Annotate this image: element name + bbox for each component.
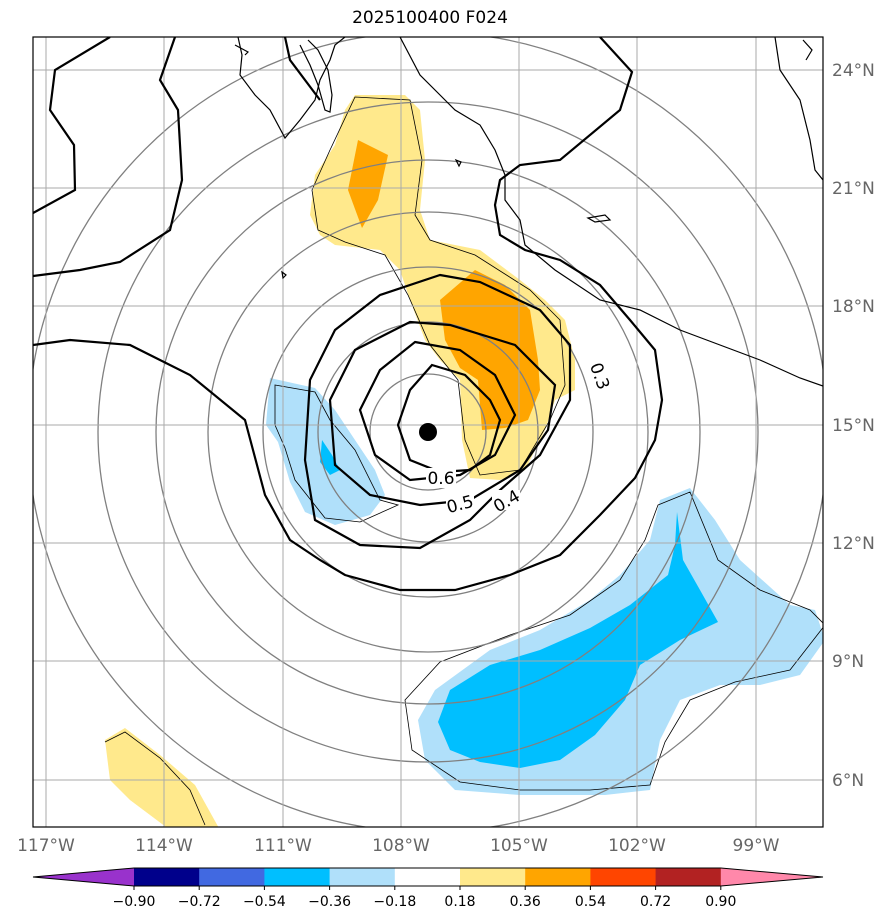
lon-label: 111°W (254, 836, 312, 856)
lat-label: 6°N (832, 771, 864, 791)
colorbar: −0.90 −0.72 −0.54 −0.36 −0.18 0.18 0.36 0.54 0.7… (32, 867, 824, 910)
colorbar-swatch (199, 868, 265, 886)
coastlines (234, 37, 823, 387)
negative-anomaly-southeast-deep (438, 512, 718, 768)
map-frame (32, 36, 824, 828)
colorbar-tick-label: 0.54 (575, 894, 606, 910)
storm-center-marker (419, 423, 437, 441)
colorbar-extend-low (33, 868, 134, 886)
lat-label: 21°N (832, 179, 875, 199)
colorbar-tick-label: −0.54 (243, 894, 286, 910)
colorbar-tick-label: −0.36 (308, 894, 351, 910)
lat-label: 12°N (832, 534, 875, 554)
lat-label: 15°N (832, 416, 875, 436)
positive-anomaly-orange-north (348, 140, 388, 228)
lon-label: 105°W (490, 836, 548, 856)
lat-label: 9°N (832, 652, 864, 672)
colorbar-swatch (460, 868, 526, 886)
lon-axis-labels: 117°W 114°W 111°W 108°W 105°W 102°W 99°W (17, 836, 780, 856)
lon-label: 99°W (733, 836, 780, 856)
colorbar-tick-label: 0.36 (510, 894, 541, 910)
colorbar-swatch (655, 868, 722, 886)
lat-axis-labels: 24°N 21°N 18°N 15°N 12°N 9°N 6°N (832, 61, 875, 791)
colorbar-tick-label: 0.72 (640, 894, 671, 910)
gridlines (33, 37, 823, 827)
colorbar-swatch (329, 868, 396, 886)
colorbar-tick-label: −0.72 (178, 894, 221, 910)
lat-label: 24°N (832, 61, 875, 81)
colorbar-tick-label: −0.90 (113, 894, 156, 910)
map-area: 0.3 0.4 0.5 0.6 (33, 37, 823, 827)
colorbar-tick-label: −0.18 (373, 894, 416, 910)
contour-label-group: 0.3 0.4 0.5 0.6 (426, 360, 613, 518)
positive-anomaly-light-north (310, 95, 575, 480)
colorbar-swatch (590, 868, 657, 886)
colorbar-swatch (525, 868, 591, 886)
positive-anomaly-orange-center (440, 270, 540, 430)
map-title: 2025100400 F024 (352, 8, 508, 28)
colorbar-tick-label: 0.90 (705, 894, 736, 910)
lon-label: 117°W (17, 836, 75, 856)
lon-label: 108°W (372, 836, 430, 856)
colorbar-swatch (134, 868, 200, 886)
contour-label-0-6: 0.6 (427, 469, 454, 489)
colorbar-swatch (264, 868, 331, 886)
colorbar-tick-label: 0.18 (444, 894, 475, 910)
lat-label: 18°N (832, 297, 875, 317)
positive-anomaly-southwest (105, 728, 219, 827)
colorbar-swatch (394, 868, 461, 886)
lon-label: 102°W (608, 836, 666, 856)
range-rings (33, 37, 823, 827)
colorbar-extend-high (720, 868, 823, 886)
lon-label: 114°W (135, 836, 193, 856)
